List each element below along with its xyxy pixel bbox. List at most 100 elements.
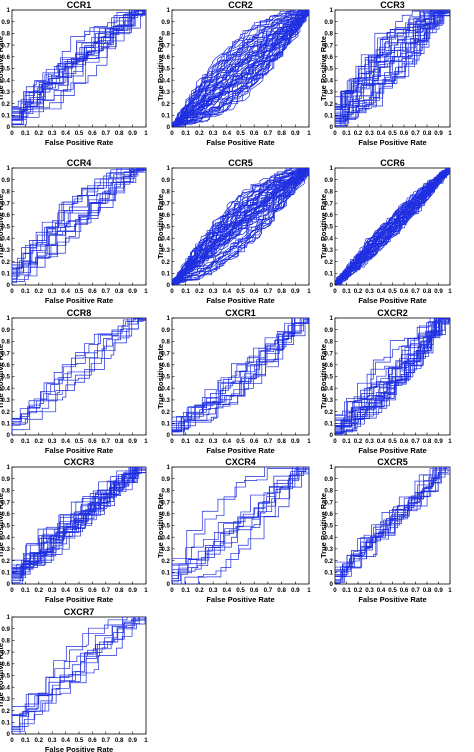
y-tick-label: 0.3 [324, 397, 333, 404]
roc-curve-12 [12, 10, 146, 127]
y-tick-label: 0.8 [1, 638, 10, 645]
roc-curve-40 [335, 168, 450, 285]
roc-curves [172, 10, 309, 127]
x-axis-label: False Positive Rate [206, 296, 274, 305]
roc-curve-11 [172, 467, 309, 584]
x-tick-label: 0.8 [115, 737, 124, 744]
roc-curve-10 [12, 467, 146, 584]
roc-curve-60 [172, 10, 309, 127]
roc-curve-29 [335, 10, 450, 127]
y-tick-label: 1 [7, 315, 11, 322]
y-tick-label: 0.3 [1, 89, 10, 96]
x-tick-label: 0.1 [181, 288, 190, 295]
x-tick-label: 0.5 [236, 587, 245, 594]
y-tick-label: 0.7 [324, 499, 333, 506]
y-tick-label: 0.8 [324, 339, 333, 346]
y-tick-label: 0.3 [324, 546, 333, 553]
y-axis-label: True Positive Rate [0, 493, 5, 558]
panel-title: CXCR5 [377, 457, 408, 467]
x-tick-label: 0.6 [400, 288, 409, 295]
panel-title: CXCR2 [377, 308, 408, 318]
y-tick-label: 0.7 [1, 200, 10, 207]
roc-panel-cxcr1: CXCR1 0 0.1 0.2 0.3 0.4 0.5 0.6 0.7 0.8 0.9 1 0 0.1 0.… [156, 308, 311, 455]
y-tick-label: 0.1 [161, 570, 170, 577]
x-tick-label: 0.9 [291, 438, 300, 445]
roc-curves [12, 318, 146, 435]
y-tick-label: 1 [330, 165, 334, 172]
roc-curve-2 [172, 318, 309, 435]
x-tick-label: 0.1 [342, 288, 351, 295]
x-tick-label: 0.9 [128, 587, 137, 594]
y-tick-label: 0.4 [324, 235, 333, 242]
x-tick-label: 0.9 [434, 438, 443, 445]
y-tick-label: 0.4 [161, 235, 170, 242]
y-tick-label: 1 [330, 315, 334, 322]
x-tick-label: 0.9 [434, 587, 443, 594]
y-axis-label: True Positive Rate [0, 344, 5, 409]
roc-curve-52 [172, 10, 309, 127]
panel-title: CXCR3 [64, 457, 95, 467]
x-axis-label: False Positive Rate [45, 446, 113, 455]
roc-curve-12 [172, 318, 309, 435]
roc-panel-ccr1: CCR1 0 0.1 0.2 0.3 0.4 0.5 0.6 0.7 0.8 0.9 1 0 0.1 0.2… [0, 0, 148, 147]
roc-curve-30 [335, 10, 450, 127]
x-tick-label: 0.6 [88, 737, 97, 744]
x-tick-label: 0.8 [423, 130, 432, 137]
y-tick-label: 0.6 [1, 54, 10, 61]
y-tick-label: 0.4 [324, 385, 333, 392]
x-tick-label: 0.5 [388, 288, 397, 295]
y-tick-label: 0.2 [1, 259, 10, 266]
roc-curve-10 [172, 467, 309, 584]
roc-curve-53 [172, 10, 309, 127]
y-tick-label: 0.1 [1, 421, 10, 428]
x-tick-label: 0.8 [115, 130, 124, 137]
y-tick-label: 0.2 [1, 101, 10, 108]
roc-curve-11 [335, 467, 450, 584]
x-tick-label: 0.2 [34, 130, 43, 137]
x-tick-label: 0.3 [365, 288, 374, 295]
y-axis-label: True Positive Rate [319, 194, 328, 259]
y-tick-label: 0.4 [324, 534, 333, 541]
y-axis-label: True Positive Rate [156, 493, 165, 558]
y-tick-label: 0.8 [1, 31, 10, 38]
roc-curve-13 [12, 168, 146, 285]
x-tick-label: 0.3 [209, 438, 218, 445]
y-axis-label: True Positive Rate [156, 194, 165, 259]
y-axis-label: True Positive Rate [0, 194, 5, 259]
y-tick-label: 0.3 [1, 696, 10, 703]
y-tick-label: 0 [7, 432, 11, 439]
roc-panel-cxcr3: CXCR3 0 0.1 0.2 0.3 0.4 0.5 0.6 0.7 0.8 0.9 1 0 0.1 0.… [0, 457, 148, 604]
x-tick-label: 1 [448, 587, 452, 594]
x-tick-label: 0.7 [411, 130, 420, 137]
y-tick-label: 0.6 [324, 362, 333, 369]
x-tick-label: 0 [333, 130, 337, 137]
roc-curves [335, 318, 450, 435]
panel-title: CXCR1 [225, 308, 256, 318]
y-tick-label: 0.3 [324, 247, 333, 254]
y-axis-label: True Positive Rate [156, 36, 165, 101]
y-tick-label: 0.2 [324, 409, 333, 416]
roc-curve-13 [335, 467, 450, 584]
y-tick-label: 0.6 [161, 54, 170, 61]
panel-title: CCR5 [228, 158, 253, 168]
y-tick-label: 0.8 [324, 488, 333, 495]
y-tick-label: 1 [7, 7, 11, 14]
y-tick-label: 0.1 [161, 271, 170, 278]
x-tick-label: 0.7 [101, 130, 110, 137]
y-tick-label: 0.7 [161, 499, 170, 506]
roc-curve-13 [172, 318, 309, 435]
x-tick-label: 0.9 [291, 130, 300, 137]
x-tick-label: 0.9 [291, 288, 300, 295]
x-tick-label: 0.3 [48, 130, 57, 137]
y-tick-label: 0.8 [324, 31, 333, 38]
roc-panel-cxcr7: CXCR7 0 0.1 0.2 0.3 0.4 0.5 0.6 0.7 0.8 0.9 1 0 0.1 0.… [0, 607, 148, 752]
roc-curve-56 [172, 168, 309, 285]
x-tick-label: 0.1 [21, 288, 30, 295]
x-tick-label: 0.9 [128, 737, 137, 744]
y-tick-label: 0.2 [324, 558, 333, 565]
y-tick-label: 0.7 [324, 350, 333, 357]
